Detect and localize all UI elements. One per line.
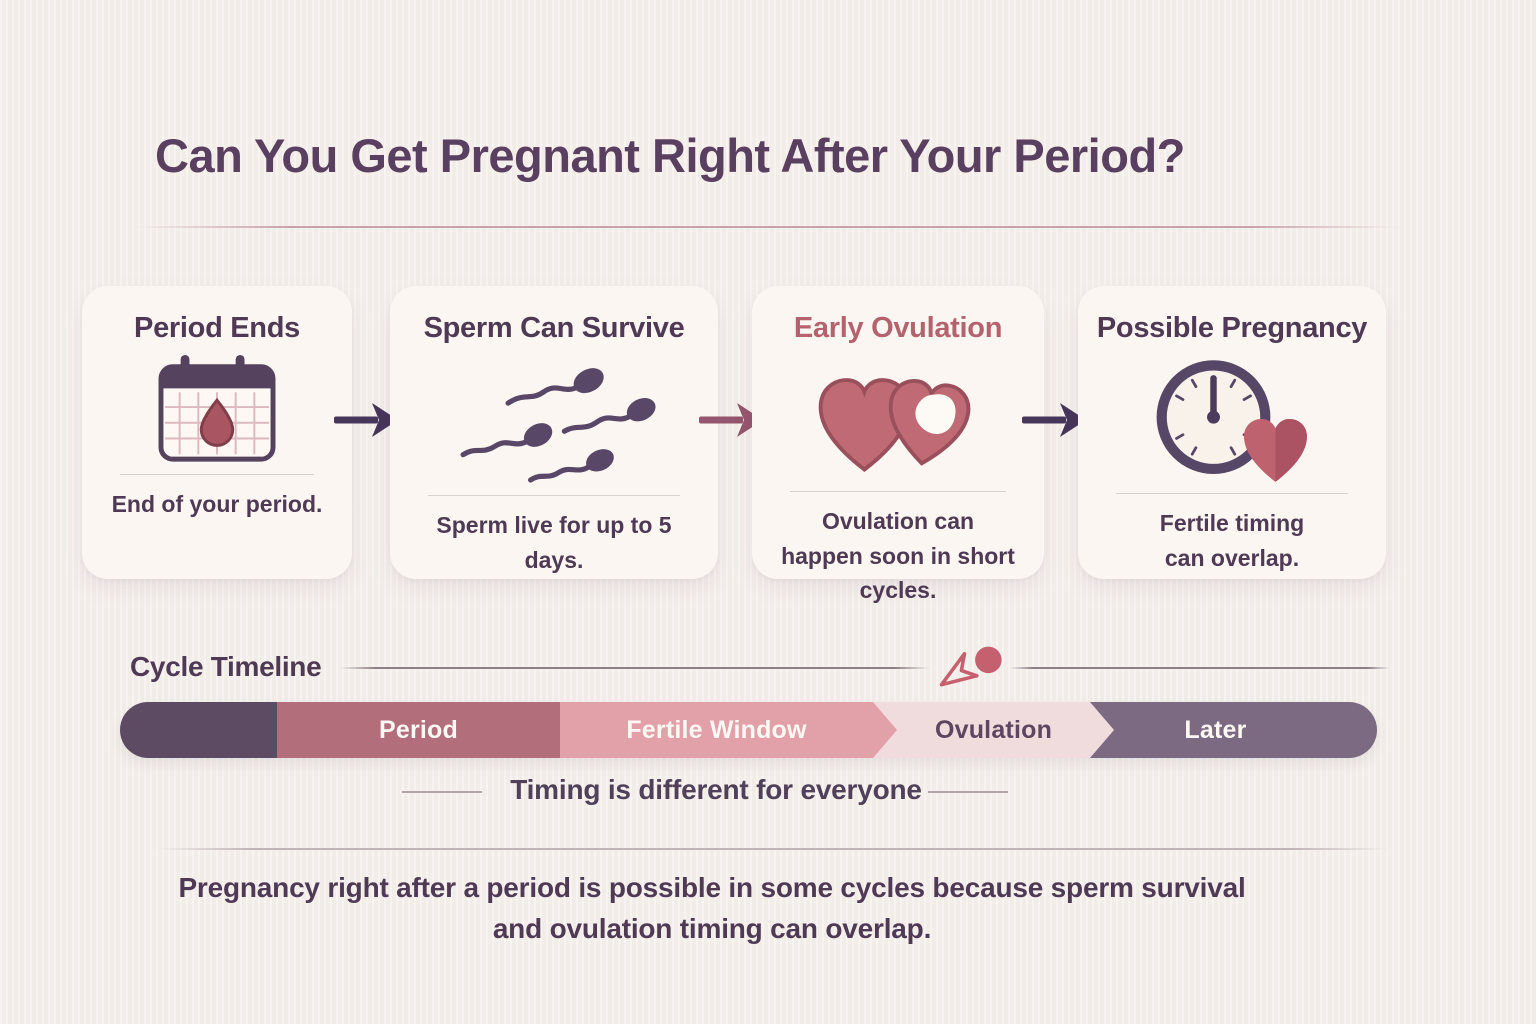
timeline-segment-later: Later: [1090, 702, 1377, 758]
clock-heart-icon: [1092, 345, 1372, 493]
card-description: Fertile timing can overlap.: [1159, 510, 1305, 571]
cycle-timeline-bar: Period Fertile Window Ovulation Later: [120, 702, 1377, 758]
title-divider: [135, 226, 1400, 228]
timeline-rule: [1010, 667, 1390, 669]
card-description: Sperm live for up to 5 days.: [436, 512, 672, 573]
segment-label: Fertile Window: [626, 715, 807, 744]
timeline-rule: [340, 667, 930, 669]
arrow-right-icon: [334, 397, 400, 443]
caption-dash: [402, 791, 482, 793]
footer-divider: [155, 848, 1390, 850]
card-heading: Possible Pregnancy: [1096, 312, 1368, 344]
card-possible-pregnancy: Possible Pregnancy Fertile timing can ov…: [1078, 286, 1386, 579]
card-description: Ovulation can happen soon in short cycle…: [781, 508, 1015, 603]
timeline-section-label: Cycle Timeline: [130, 651, 322, 682]
hearts-egg-icon: [766, 345, 1030, 491]
arrow-right-icon: [1022, 397, 1088, 443]
card-heading: Early Ovulation: [793, 312, 1003, 344]
segment-label: Ovulation: [934, 715, 1053, 744]
timeline-segment-pre-period: [120, 702, 277, 758]
card-divider: [1116, 493, 1348, 494]
timeline-caption: Timing is different for everyone: [510, 774, 922, 805]
card-divider: [120, 474, 314, 475]
card-early-ovulation: Early Ovulation Ovulation can happen soo…: [752, 286, 1044, 603]
card-heading: Period Ends: [134, 312, 300, 344]
footer-line-2: and ovulation timing can overlap.: [492, 912, 932, 944]
page-title: Can You Get Pregnant Right After Your Pe…: [155, 129, 1185, 182]
caption-dash: [928, 791, 1008, 793]
card-period-ends: Period Ends End of your period.: [82, 286, 352, 579]
timeline-segment-fertile-window: Fertile Window: [560, 702, 897, 758]
card-divider: [790, 491, 1006, 492]
sperm-cells-icon: [404, 345, 704, 495]
card-divider: [428, 495, 680, 496]
card-description: End of your period.: [111, 491, 323, 517]
timeline-segment-ovulation: Ovulation: [873, 702, 1114, 758]
segment-label: Period: [379, 715, 458, 744]
footer-line-1: Pregnancy right after a period is possib…: [178, 872, 1246, 903]
card-heading: Sperm Can Survive: [423, 312, 685, 344]
ovulation-marker-icon: [930, 638, 1014, 696]
timeline-segment-period: Period: [277, 702, 560, 758]
footer-summary: Pregnancy right after a period is possib…: [0, 868, 1424, 949]
card-sperm-survive: Sperm Can Survive Sperm live for up to 5…: [390, 286, 718, 579]
calendar-blood-drop-icon: [96, 345, 338, 474]
segment-label: Later: [1184, 715, 1247, 744]
arrow-right-icon: [699, 397, 765, 443]
